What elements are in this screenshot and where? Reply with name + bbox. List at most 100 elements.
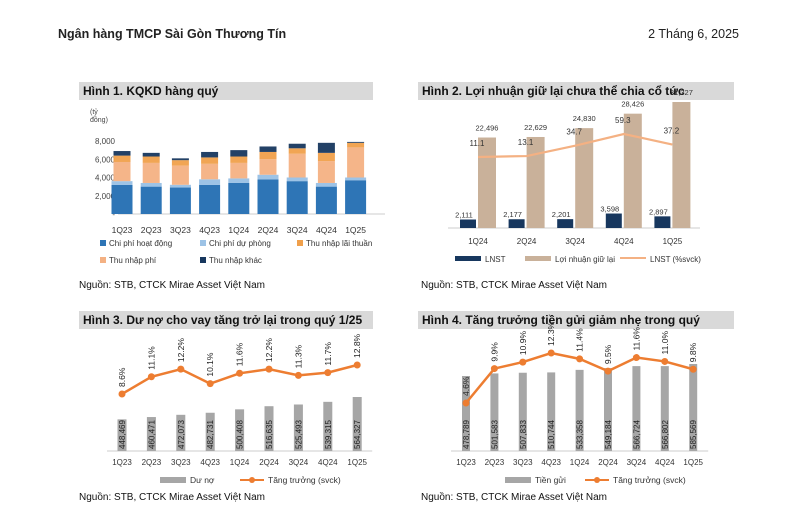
- line-growth-label: 11.6%: [631, 327, 641, 351]
- x-tick-label: 1Q24: [570, 458, 590, 467]
- bar-income-0: [259, 159, 277, 175]
- line-lnst-growth-label: 37.2: [664, 127, 680, 136]
- x-tick-label: 3Q24: [565, 237, 585, 246]
- x-tick-label: 4Q24: [614, 237, 634, 246]
- bar-income-2: [230, 150, 248, 157]
- x-tick-label: 2Q24: [517, 237, 537, 246]
- bar-retained-earnings: [672, 102, 691, 228]
- bar-value: [575, 369, 584, 451]
- bar-income-1: [317, 152, 335, 162]
- line-growth-label: 10.1%: [205, 352, 215, 377]
- x-tick-label: 1Q25: [345, 225, 366, 235]
- bar-income-0: [113, 161, 131, 182]
- bar-income-2: [201, 151, 219, 158]
- bar-retained-label: 22,629: [524, 123, 547, 132]
- bar-operating-expense: [228, 182, 250, 214]
- bar-value-label: 482,731: [206, 420, 215, 449]
- line-growth-label: 11.7%: [323, 342, 333, 366]
- x-tick-label: 1Q23: [112, 225, 133, 235]
- legend-label: LNST (%svck): [650, 255, 701, 264]
- legend-label: Thu nhập phí: [109, 256, 157, 265]
- line-growth-marker: [604, 367, 612, 375]
- legend-swatch: [200, 257, 206, 263]
- y-axis-unit: đồng): [90, 115, 108, 124]
- y-axis-unit: (tỷ: [90, 109, 98, 116]
- line-growth-marker: [462, 399, 470, 407]
- bar-income-0: [288, 153, 306, 178]
- x-tick-label: 3Q24: [287, 225, 308, 235]
- bar-value-label: 525,493: [294, 420, 303, 449]
- bar-lnst: [557, 219, 574, 228]
- bar-retained-earnings: [478, 137, 496, 228]
- line-growth-marker: [547, 349, 555, 357]
- bar-operating-expense: [111, 184, 133, 214]
- line-growth-label: 11.4%: [575, 328, 585, 352]
- bar-income-2: [259, 146, 277, 152]
- bar-lnst-label: 3,598: [600, 205, 619, 214]
- bar-income-0: [171, 165, 189, 185]
- line-growth-marker: [353, 361, 361, 369]
- bar-income-0: [317, 161, 335, 183]
- line-growth-marker: [576, 355, 584, 363]
- line-growth-marker: [324, 369, 332, 377]
- x-tick-label: 2Q24: [258, 225, 279, 235]
- bar-lnst: [654, 216, 671, 228]
- y-tick-label: 2,000: [95, 192, 116, 201]
- bar-provision-expense: [345, 177, 367, 181]
- x-tick-label: 4Q23: [200, 458, 220, 467]
- bar-value-label: 500,408: [236, 420, 245, 449]
- bar-income-1: [113, 155, 131, 162]
- bar-value: [518, 372, 527, 451]
- line-growth-label: 12.3%: [546, 321, 556, 346]
- legend-label: Thu nhập khác: [209, 256, 262, 265]
- x-tick-label: 1Q23: [456, 458, 476, 467]
- bar-lnst-label: 2,177: [503, 210, 522, 219]
- bar-income-1: [347, 142, 365, 148]
- bar-provision-expense: [199, 179, 221, 185]
- line-growth-label: 12.8%: [352, 333, 362, 358]
- x-tick-label: 4Q24: [655, 458, 675, 467]
- line-growth-label: 11.1%: [146, 346, 156, 370]
- bar-value-label: 501,583: [490, 420, 499, 449]
- x-tick-label: 1Q24: [468, 237, 488, 246]
- bar-retained-label: 22,496: [476, 124, 499, 133]
- line-growth-marker: [689, 365, 697, 373]
- bar-income-2: [142, 152, 160, 157]
- x-tick-label: 2Q24: [598, 458, 618, 467]
- x-tick-label: 2Q23: [142, 458, 162, 467]
- bar-income-0: [230, 162, 248, 179]
- bar-lnst-label: 2,201: [552, 210, 571, 219]
- y-tick-label: 4,000: [95, 174, 116, 183]
- line-growth-label: 9.5%: [603, 344, 613, 364]
- bar-value-label: 510,744: [547, 420, 556, 449]
- legend-swatch: [594, 477, 600, 483]
- line-growth-marker: [490, 365, 498, 373]
- x-tick-label: 3Q23: [170, 225, 191, 235]
- bar-provision-expense: [169, 184, 191, 188]
- report-date: 2 Tháng 6, 2025: [648, 27, 739, 41]
- line-growth-marker: [118, 390, 126, 398]
- figure-2-source: Nguồn: STB, CTCK Mirae Asset Việt Nam: [421, 280, 607, 291]
- bar-value: [352, 397, 362, 451]
- bar-value: [323, 401, 333, 451]
- line-lnst-growth: [477, 132, 673, 159]
- legend-label: Lợi nhuận giữ lại: [555, 255, 615, 264]
- line-growth-marker: [294, 371, 302, 379]
- bar-value-label: 460,471: [147, 420, 156, 449]
- bar-operating-expense: [315, 186, 337, 214]
- bar-value-label: 507,833: [519, 420, 528, 449]
- line-lnst-growth-label: 59.3: [615, 116, 631, 125]
- bar-value: [235, 409, 245, 451]
- x-tick-label: 4Q24: [318, 458, 338, 467]
- bar-operating-expense: [199, 184, 221, 214]
- x-tick-label: 4Q23: [199, 225, 220, 235]
- bar-value: [205, 412, 215, 451]
- bar-provision-expense: [315, 182, 337, 187]
- x-tick-label: 1Q25: [347, 458, 367, 467]
- bar-value-label: 566,724: [632, 420, 641, 449]
- line-lnst-growth-label: 11.1: [470, 139, 486, 148]
- figure-4-source: Nguồn: STB, CTCK Mirae Asset Việt Nam: [421, 492, 607, 503]
